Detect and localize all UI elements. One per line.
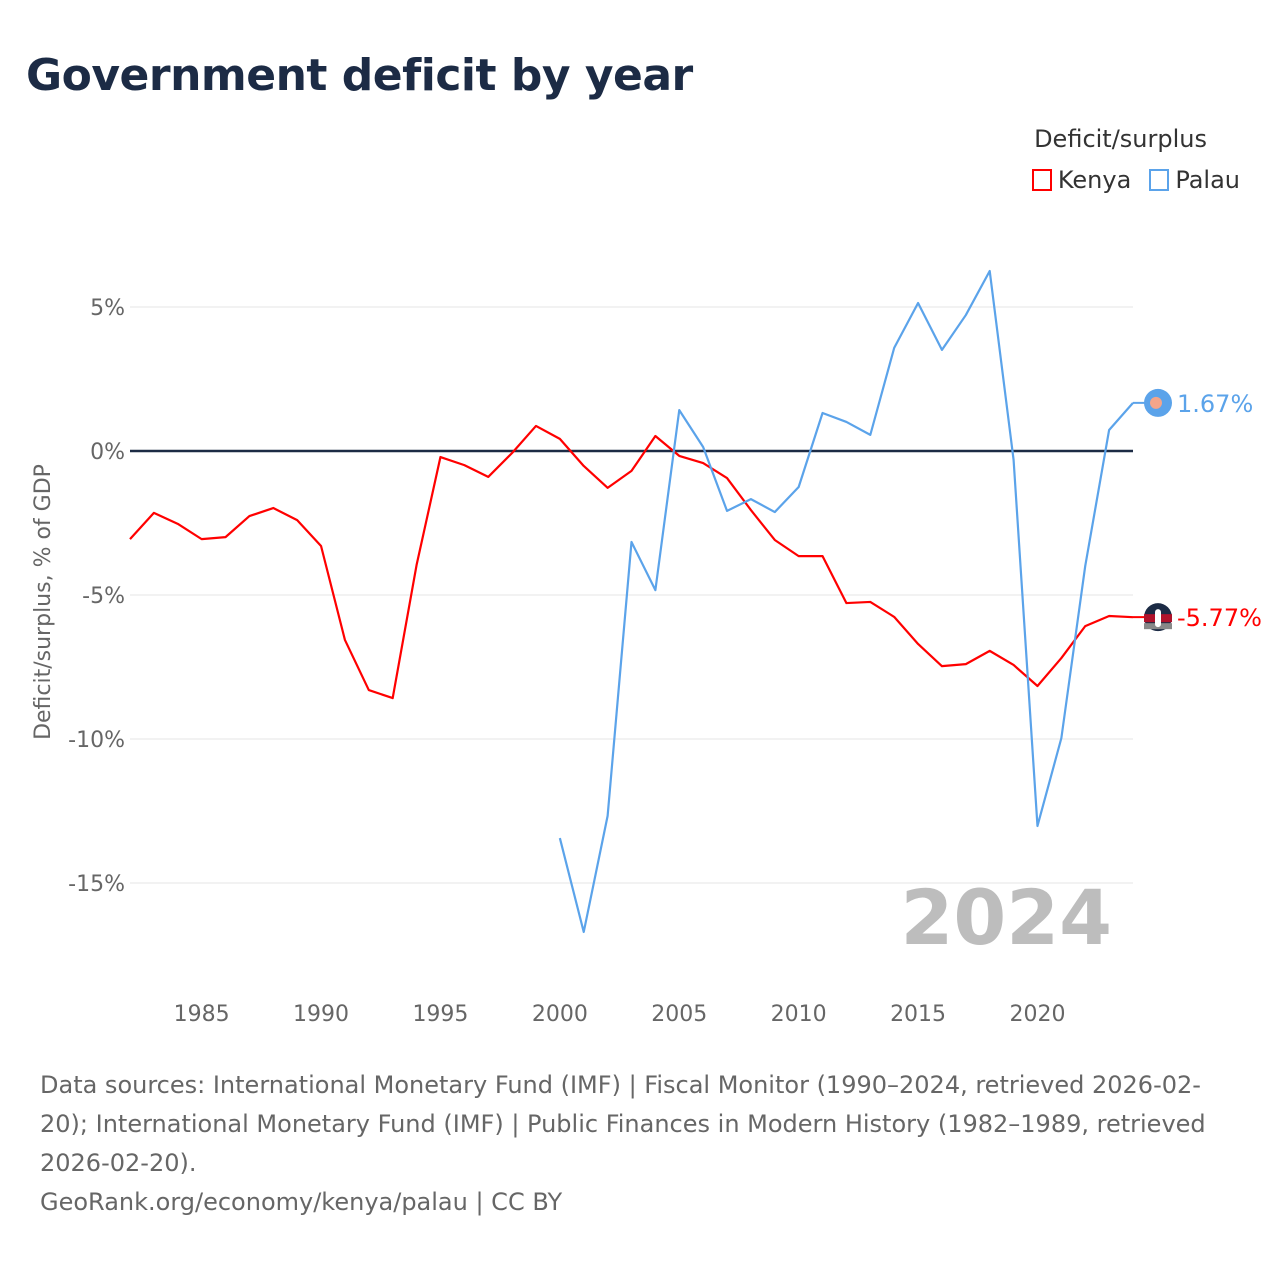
- end-label-palau: 1.67%: [1177, 390, 1253, 418]
- legend-title: Deficit/surplus: [1034, 125, 1207, 153]
- legend-swatch-kenya: [1031, 169, 1052, 191]
- y-tick-label: -10%: [68, 728, 125, 753]
- x-tick-label: 1995: [412, 1002, 468, 1027]
- x-tick-label: 2005: [651, 1002, 707, 1027]
- y-tick-label: -15%: [68, 872, 125, 897]
- y-axis-label: Deficit/surplus, % of GDP: [31, 464, 56, 740]
- x-tick-label: 2020: [1009, 1002, 1065, 1027]
- year-watermark: 2024: [900, 873, 1112, 962]
- legend-label-palau: Palau: [1175, 166, 1240, 194]
- y-tick-label: 0%: [90, 440, 125, 465]
- legend-label-kenya: Kenya: [1057, 166, 1132, 194]
- series-line-palau: [558, 269, 1134, 934]
- legend: Kenya Palau: [1031, 166, 1240, 194]
- y-tick-label: -5%: [82, 584, 125, 609]
- palau-flag-disc: [1150, 396, 1162, 409]
- x-tick-label: 1985: [174, 1002, 230, 1027]
- series-line-kenya: [129, 424, 1134, 700]
- legend-swatch-palau: [1149, 169, 1170, 191]
- legend-item-palau[interactable]: Palau: [1149, 166, 1240, 194]
- data-sources: Data sources: International Monetary Fun…: [40, 1071, 1206, 1177]
- y-tick-label: 5%: [90, 296, 125, 321]
- credit-link[interactable]: GeoRank.org/economy/kenya/palau | CC BY: [40, 1188, 563, 1216]
- legend-item-kenya[interactable]: Kenya: [1031, 166, 1132, 194]
- x-tick-label: 2015: [890, 1002, 946, 1027]
- x-tick-label: 1990: [293, 1002, 349, 1027]
- chart-title: Government deficit by year: [26, 50, 693, 101]
- kenya-flag-shield: [1155, 609, 1161, 628]
- x-tick-label: 2000: [532, 1002, 588, 1027]
- footer: Data sources: International Monetary Fun…: [40, 1066, 1240, 1222]
- x-tick-label: 2010: [771, 1002, 827, 1027]
- end-label-kenya: -5.77%: [1177, 604, 1262, 632]
